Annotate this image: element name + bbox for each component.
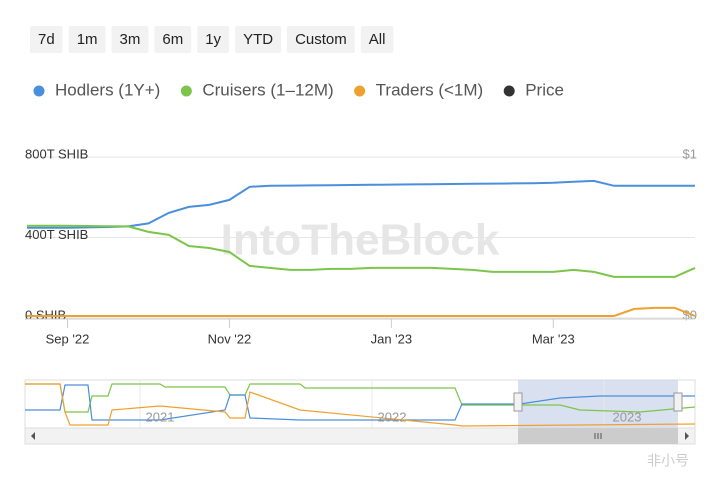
range-buttons: 7d 1m 3m 6m 1y YTD Custom All: [30, 26, 394, 53]
range-button-label[interactable]: YTD: [243, 31, 273, 48]
range-button-label[interactable]: Custom: [295, 31, 347, 48]
y-tick-label: 0 SHIB: [25, 307, 66, 322]
series-line: [27, 306, 696, 317]
range-button-label[interactable]: 1y: [205, 31, 221, 48]
legend-marker[interactable]: [503, 85, 515, 97]
legend-label[interactable]: Traders (<1M): [376, 80, 484, 99]
navigator-selection[interactable]: [518, 380, 678, 428]
range-button-label[interactable]: 6m: [162, 31, 183, 48]
range-button[interactable]: [360, 26, 394, 53]
range-button-label[interactable]: All: [369, 31, 386, 48]
navigator-line: [25, 384, 695, 421]
y-tick-label: 400T SHIB: [25, 227, 88, 242]
corner-watermark: 非小号: [647, 453, 689, 469]
range-button-label[interactable]: 1m: [77, 31, 98, 48]
watermark: IntoTheBlock: [221, 216, 500, 265]
range-button[interactable]: [30, 26, 63, 53]
range-button[interactable]: [235, 26, 282, 53]
range-button[interactable]: [197, 26, 230, 53]
legend-label[interactable]: Hodlers (1Y+): [55, 80, 160, 99]
scroll-grip: [594, 433, 602, 439]
x-tick-label: Mar '23: [532, 331, 575, 346]
navigator-line: [25, 383, 696, 427]
x-tick-label: Nov '22: [208, 331, 252, 346]
legend-label[interactable]: Cruisers (1–12M): [202, 80, 333, 99]
range-button[interactable]: [68, 26, 106, 53]
legend-marker[interactable]: [354, 85, 366, 97]
range-button[interactable]: [287, 26, 355, 53]
range-button[interactable]: [111, 26, 149, 53]
navigator-label: 2023: [613, 409, 642, 424]
legend-label[interactable]: Price: [525, 80, 564, 99]
y-tick-label: 800T SHIB: [25, 146, 88, 161]
navigator-handle[interactable]: [513, 392, 523, 412]
series-line: [27, 179, 695, 229]
legend: Hodlers (1Y+) Cruisers (1–12M) Traders (<1…: [33, 80, 564, 99]
y2-tick-label: $1: [683, 146, 697, 161]
navigator-label: 2021: [146, 409, 175, 424]
navigator: 2021 2022 2023: [24, 379, 696, 445]
legend-marker[interactable]: [180, 85, 192, 97]
x-tick-label: Sep '22: [46, 331, 90, 346]
legend-marker[interactable]: [33, 85, 45, 97]
series-line: [27, 224, 696, 278]
navigator-label: 2022: [378, 409, 407, 424]
range-button-label[interactable]: 7d: [38, 31, 55, 48]
range-button[interactable]: [154, 26, 192, 53]
navigator-handle[interactable]: [673, 392, 683, 412]
x-tick-label: Jan '23: [371, 331, 413, 346]
range-button-label[interactable]: 3m: [120, 31, 141, 48]
